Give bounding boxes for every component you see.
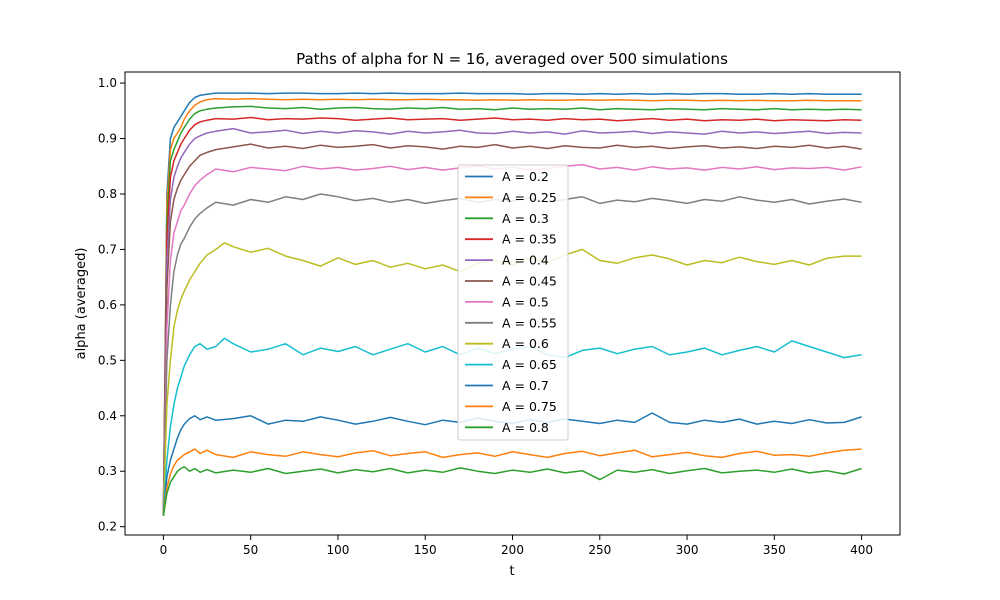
y-axis: 0.2 0.3 0.4 0.5 0.6 0.7 0.8 0.9 1.0 (98, 76, 125, 534)
legend-label: A = 0.4 (502, 253, 549, 268)
y-tick-label: 0.2 (98, 520, 117, 534)
x-tick-label: 50 (243, 543, 258, 557)
y-tick-label: 0.5 (98, 353, 117, 367)
x-tick-label: 200 (501, 543, 524, 557)
y-tick-label: 1.0 (98, 76, 117, 90)
y-tick-label: 0.4 (98, 409, 117, 423)
y-tick-label: 0.3 (98, 464, 117, 478)
series-line-6 (162, 163, 862, 516)
y-tick-label: 0.9 (98, 132, 117, 146)
x-tick-label: 350 (763, 543, 786, 557)
series-line-5 (162, 143, 862, 516)
y-axis-label: alpha (averaged) (74, 248, 89, 360)
series-line-11 (162, 448, 862, 516)
legend-label: A = 0.25 (502, 190, 557, 205)
legend-box (457, 164, 569, 441)
x-tick-label: 300 (676, 543, 699, 557)
series-line-3 (162, 116, 862, 516)
y-tick-label: 0.7 (98, 242, 117, 256)
series-line-0 (162, 92, 862, 516)
x-tick-label: 0 (160, 543, 168, 557)
series-line-8 (162, 242, 862, 516)
series-line-2 (162, 105, 862, 516)
series-line-7 (162, 193, 862, 516)
legend-label: A = 0.35 (502, 232, 557, 247)
series-lines (162, 92, 862, 516)
legend-label: A = 0.3 (502, 211, 549, 226)
x-tick-label: 150 (414, 543, 437, 557)
y-tick-label: 0.8 (98, 187, 117, 201)
x-axis: 0 50 100 150 200 250 300 350 400 (160, 535, 873, 557)
legend-label: A = 0.7 (502, 378, 549, 393)
legend-label: A = 0.8 (502, 420, 549, 435)
x-tick-label: 400 (850, 543, 873, 557)
x-tick-label: 100 (326, 543, 349, 557)
x-axis-label: t (509, 564, 514, 579)
y-tick-label: 0.6 (98, 298, 117, 312)
series-line-10 (162, 412, 862, 516)
chart-title: Paths of alpha for N = 16, averaged over… (296, 50, 728, 68)
series-line-12 (162, 466, 862, 516)
legend-label: A = 0.55 (502, 315, 557, 330)
legend-label: A = 0.65 (502, 357, 557, 372)
legend-label: A = 0.6 (502, 336, 549, 351)
x-tick-label: 250 (588, 543, 611, 557)
legend-label: A = 0.5 (502, 294, 549, 309)
legend-label: A = 0.45 (502, 274, 557, 289)
series-line-1 (162, 97, 862, 516)
legend-label: A = 0.2 (502, 169, 549, 184)
series-line-9 (162, 337, 862, 516)
legend: A = 0.2 A = 0.25 A = 0.3 A = 0.35 A = 0.4 A =… (457, 164, 569, 441)
series-line-4 (162, 127, 862, 516)
legend-label: A = 0.75 (502, 399, 557, 414)
